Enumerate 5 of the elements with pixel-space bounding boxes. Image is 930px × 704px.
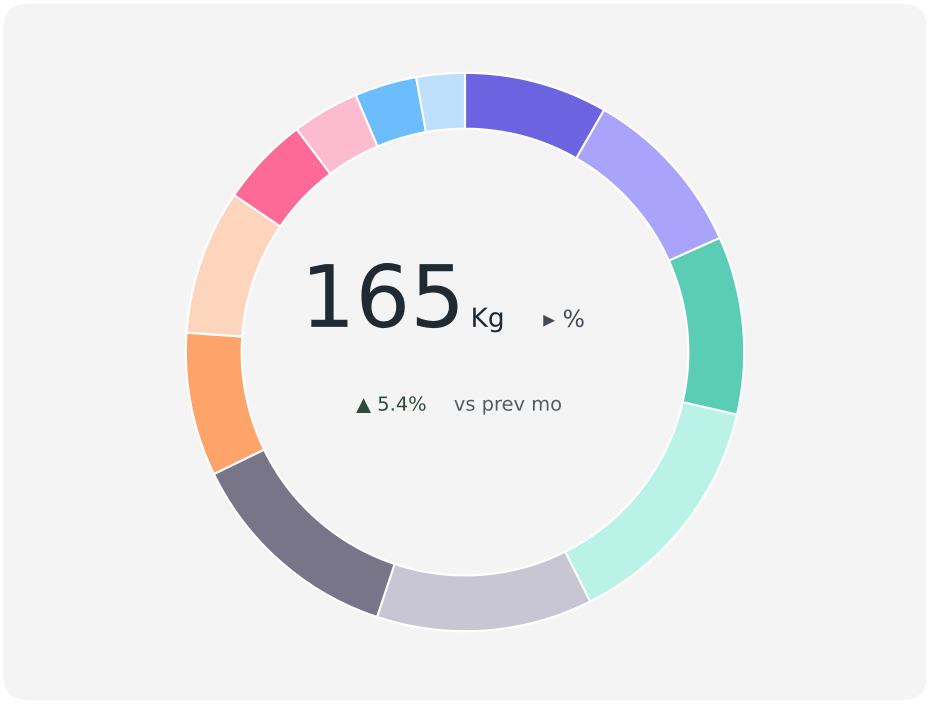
text: Kg [473, 308, 502, 332]
text: vs prev mo [454, 400, 561, 415]
text: ▲ 5.4% [356, 396, 426, 414]
text: 165 [310, 262, 458, 328]
text: ▸ % [543, 309, 584, 328]
